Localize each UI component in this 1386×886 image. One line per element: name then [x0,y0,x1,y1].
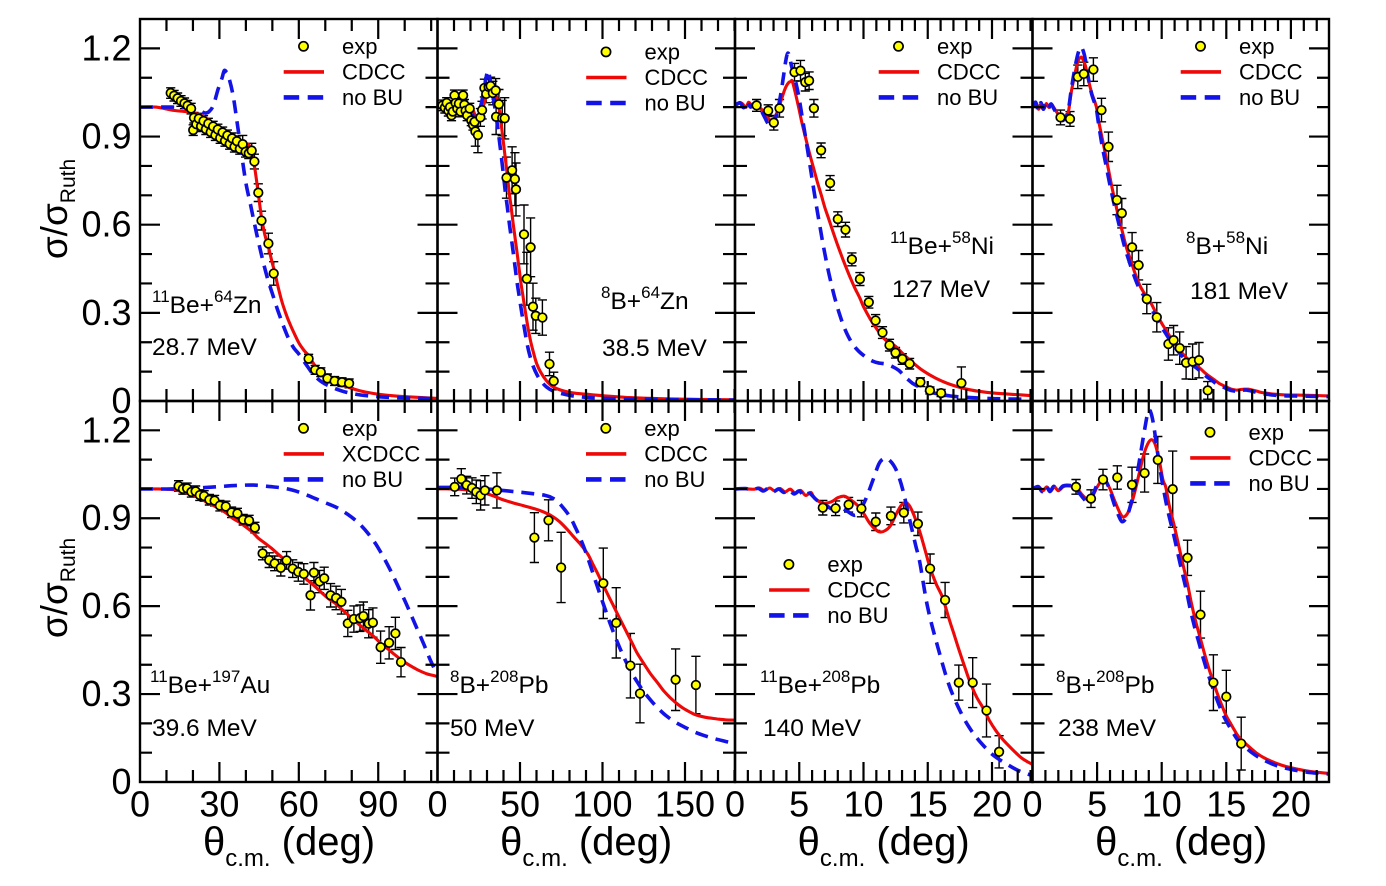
svg-text:0: 0 [725,784,745,825]
svg-text:exp: exp [937,34,972,59]
svg-text:0: 0 [111,380,131,421]
svg-text:exp: exp [645,39,680,64]
svg-text:CDCC: CDCC [1239,59,1303,84]
svg-text:50: 50 [500,784,540,825]
svg-text:127 MeV: 127 MeV [892,276,991,303]
svg-text:11Be+208Pb: 11Be+208Pb [760,667,880,699]
svg-text:50 MeV: 50 MeV [450,715,535,742]
svg-text:150: 150 [655,784,715,825]
svg-text:39.6 MeV: 39.6 MeV [152,715,258,742]
svg-text:θc.m. (deg): θc.m. (deg) [500,820,672,872]
svg-text:exp: exp [342,34,377,59]
svg-text:0.9: 0.9 [81,116,131,157]
svg-text:1.2: 1.2 [81,409,131,450]
svg-text:no BU: no BU [342,85,403,110]
svg-text:exp: exp [1249,420,1284,445]
svg-text:5: 5 [1087,784,1107,825]
svg-text:8B+208Pb: 8B+208Pb [450,667,548,699]
svg-text:0.9: 0.9 [81,497,131,538]
svg-text:CDCC: CDCC [827,578,891,603]
svg-text:10: 10 [1142,784,1182,825]
svg-text:no BU: no BU [937,85,998,110]
svg-text:181 MeV: 181 MeV [1190,278,1289,305]
svg-text:CDCC: CDCC [1249,445,1313,470]
svg-text:60: 60 [279,784,319,825]
svg-text:exp: exp [1239,34,1274,59]
svg-text:8B+64Zn: 8B+64Zn [601,283,689,315]
svg-text:0.3: 0.3 [81,292,131,333]
svg-text:XCDCC: XCDCC [342,441,420,466]
svg-text:CDCC: CDCC [644,441,708,466]
svg-text:exp: exp [342,416,377,441]
svg-text:CDCC: CDCC [645,65,709,90]
svg-text:11Be+197Au: 11Be+197Au [150,667,270,699]
svg-text:0.3: 0.3 [81,673,131,714]
svg-text:15: 15 [908,784,948,825]
svg-text:5: 5 [789,784,809,825]
svg-text:no BU: no BU [644,467,705,492]
svg-text:28.7 MeV: 28.7 MeV [152,334,258,361]
svg-text:0: 0 [130,784,150,825]
svg-text:no BU: no BU [645,91,706,116]
svg-text:exp: exp [644,416,679,441]
svg-text:0.6: 0.6 [81,204,131,245]
svg-text:θc.m. (deg): θc.m. (deg) [798,820,970,872]
svg-text:20: 20 [1271,784,1311,825]
svg-text:CDCC: CDCC [342,59,406,84]
svg-text:90: 90 [358,784,398,825]
svg-text:1.2: 1.2 [81,27,131,68]
svg-text:20: 20 [972,784,1012,825]
svg-text:238 MeV: 238 MeV [1058,715,1157,742]
svg-text:no BU: no BU [1239,85,1300,110]
svg-text:11Be+58Ni: 11Be+58Ni [890,228,994,260]
svg-text:CDCC: CDCC [937,59,1001,84]
svg-text:0: 0 [1022,784,1042,825]
svg-text:38.5 MeV: 38.5 MeV [602,335,708,362]
svg-text:15: 15 [1206,784,1246,825]
svg-text:10: 10 [843,784,883,825]
svg-text:30: 30 [199,784,239,825]
svg-text:0: 0 [111,761,131,802]
svg-text:8B+208Pb: 8B+208Pb [1056,667,1154,699]
svg-text:no BU: no BU [827,603,888,628]
svg-text:0.6: 0.6 [81,585,131,626]
svg-text:no BU: no BU [342,467,403,492]
svg-text:8B+58Ni: 8B+58Ni [1186,228,1268,260]
svg-text:exp: exp [827,552,862,577]
svg-text:100: 100 [572,784,632,825]
svg-text:0: 0 [427,784,447,825]
svg-text:140 MeV: 140 MeV [763,715,862,742]
svg-text:no BU: no BU [1249,471,1310,496]
svg-text:11Be+64Zn: 11Be+64Zn [152,287,261,319]
